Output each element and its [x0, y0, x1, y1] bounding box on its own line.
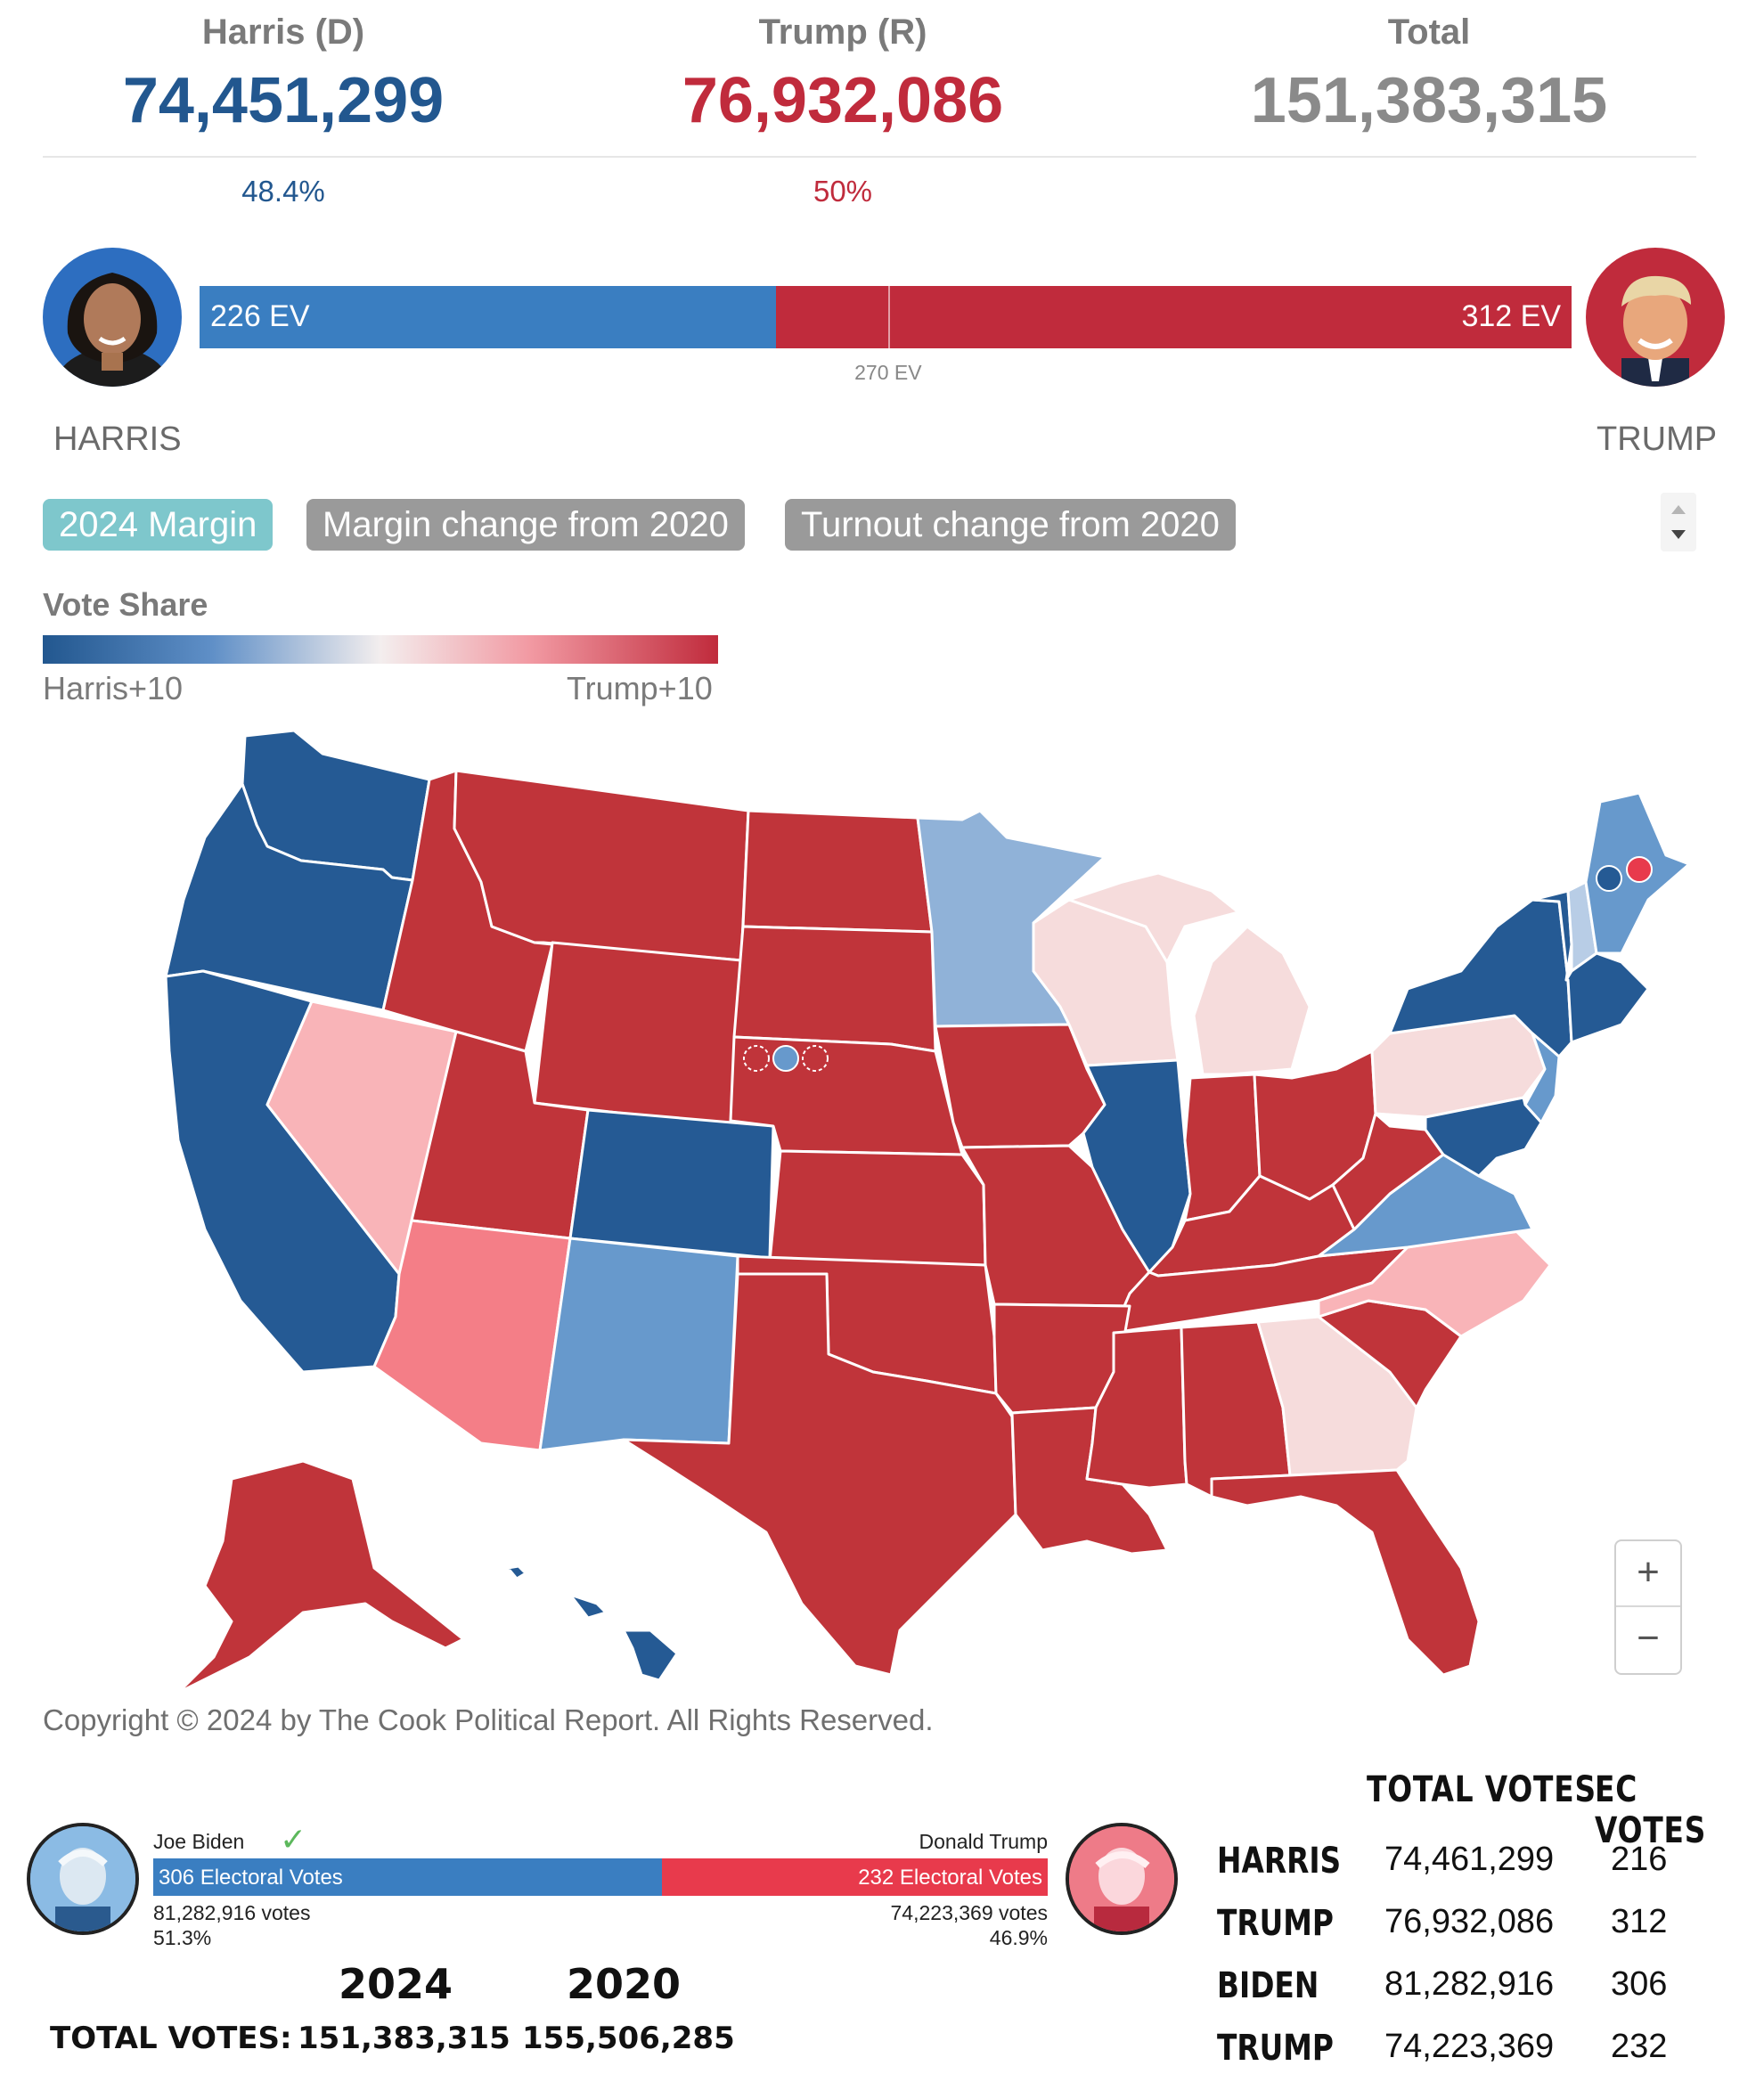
table-row-votes: 76,932,086	[1384, 1903, 1555, 1940]
winner-check-icon: ✓	[280, 1821, 307, 1858]
trump-2020-name: Donald Trump	[919, 1830, 1048, 1853]
chevron-down-icon	[1671, 530, 1686, 539]
legend-title: Vote Share	[43, 586, 208, 623]
biden-avatar	[27, 1823, 139, 1935]
total-label: Total	[1387, 12, 1471, 52]
ev-2020-bar: 306 Electoral Votes 232 Electoral Votes	[153, 1858, 1048, 1896]
mode-2024-margin[interactable]: 2024 Margin	[43, 499, 274, 551]
trump-portrait-icon	[1621, 275, 1691, 387]
biden-ev-label: 306 Electoral Votes	[159, 1866, 343, 1890]
total-votes-2024: 151,383,315	[298, 2021, 510, 2056]
state-kansas	[768, 1149, 987, 1267]
zoom-out-button[interactable]: −	[1637, 1616, 1660, 1660]
table-header-ec-votes: EC VOTES	[1595, 1769, 1707, 1851]
table-row-votes: 74,461,299	[1384, 1841, 1555, 1878]
table-row-ec: 232	[1611, 2028, 1668, 2065]
ne-district-2-dot	[772, 1045, 799, 1072]
harris-portrait-icon	[53, 273, 171, 387]
biden-ev-segment	[153, 1858, 663, 1896]
legend-left-label: Harris+10	[43, 670, 184, 706]
threshold-label: 270 EV	[854, 361, 922, 384]
table-row-name: HARRIS	[1217, 1841, 1342, 1882]
mode-turnout-change[interactable]: Turnout change from 2020	[785, 499, 1236, 551]
trump-label: Trump (R)	[758, 12, 927, 52]
table-row-ec: 216	[1611, 1841, 1668, 1878]
legend-gradient	[43, 635, 718, 664]
zoom-in-button[interactable]: +	[1637, 1550, 1660, 1594]
trump-percent: 50%	[813, 175, 873, 208]
harris-popular-votes: 74,451,299	[122, 65, 445, 136]
trump-2020-votes: 74,223,369 votes	[890, 1901, 1048, 1924]
biden-percent: 51.3%	[153, 1926, 212, 1949]
trump-ev-label: 312 EV	[1461, 299, 1561, 333]
state-south-dakota	[732, 925, 937, 1053]
table-row-name: BIDEN	[1217, 1965, 1319, 2006]
table-row-votes: 81,282,916	[1384, 1965, 1555, 2003]
me-district-1-dot	[1596, 865, 1622, 892]
state-colorado	[568, 1108, 775, 1260]
ne-district-1-dot	[743, 1045, 770, 1072]
harris-ev-segment	[200, 286, 776, 348]
mode-margin-change[interactable]: Margin change from 2020	[306, 499, 745, 551]
trump-name: TRUMP	[1597, 421, 1718, 458]
zoom-separator	[1616, 1605, 1680, 1607]
trump-2020-portrait-icon	[1069, 1826, 1174, 1931]
trump-2020-percent: 46.9%	[989, 1926, 1048, 1949]
total-popular-votes: 151,383,315	[1250, 65, 1608, 136]
me-district-2-dot	[1626, 856, 1653, 883]
table-row-name: TRUMP	[1217, 2028, 1334, 2069]
table-row-votes: 74,223,369	[1384, 2028, 1555, 2065]
table-row-ec: 312	[1611, 1903, 1668, 1940]
biden-votes: 81,282,916 votes	[153, 1901, 311, 1924]
state-michigan	[1192, 925, 1311, 1076]
state-wyoming	[533, 941, 743, 1128]
chevron-up-icon	[1671, 505, 1686, 514]
270-marker	[887, 286, 890, 348]
table-row-ec: 306	[1611, 1965, 1668, 2003]
year-2024-label: 2024	[338, 1960, 453, 2008]
state-michigan-up	[1067, 871, 1240, 964]
table-row-name: TRUMP	[1217, 1903, 1334, 1944]
total-votes-2020: 155,506,285	[522, 2021, 735, 2056]
harris-percent: 48.4%	[241, 175, 325, 208]
total-votes-label: TOTAL VOTES:	[50, 2021, 292, 2056]
state-new-mexico	[538, 1237, 739, 1452]
harris-ev-label: 226 EV	[210, 299, 310, 333]
state-massachusetts-ct-ri	[1564, 951, 1650, 1044]
table-header-total-votes: TOTAL VOTES	[1367, 1769, 1597, 1810]
state-arizona	[372, 1219, 572, 1452]
biden-name: Joe Biden	[153, 1830, 245, 1853]
us-electoral-map[interactable]	[0, 713, 1764, 1702]
copyright-text: Copyright © 2024 by The Cook Political R…	[43, 1703, 934, 1736]
map-zoom-control: + −	[1614, 1539, 1682, 1675]
state-north-carolina	[1317, 1228, 1552, 1338]
electoral-vote-bar: 226 EV 312 EV	[200, 286, 1572, 348]
trump-2020-avatar	[1066, 1823, 1178, 1935]
harris-avatar	[43, 248, 182, 387]
state-alaska	[176, 1459, 465, 1694]
mode-scroll-spinner[interactable]	[1661, 493, 1696, 551]
trump-2020-ev-label: 232 Electoral Votes	[858, 1866, 1042, 1890]
year-2020-label: 2020	[566, 1960, 682, 2008]
state-delaware-maryland	[1424, 1096, 1543, 1178]
harris-name: HARRIS	[53, 421, 182, 458]
harris-label: Harris (D)	[201, 12, 365, 52]
state-hawaii	[506, 1564, 679, 1682]
ne-district-3-dot	[802, 1045, 829, 1072]
divider	[43, 156, 1696, 158]
state-texas	[622, 1272, 1017, 1677]
trump-avatar	[1586, 248, 1725, 387]
trump-popular-votes: 76,932,086	[682, 65, 1004, 136]
legend-right-label: Trump+10	[567, 670, 713, 706]
state-florida	[1210, 1468, 1481, 1677]
biden-portrait-icon	[30, 1826, 135, 1931]
state-north-dakota	[741, 809, 934, 934]
